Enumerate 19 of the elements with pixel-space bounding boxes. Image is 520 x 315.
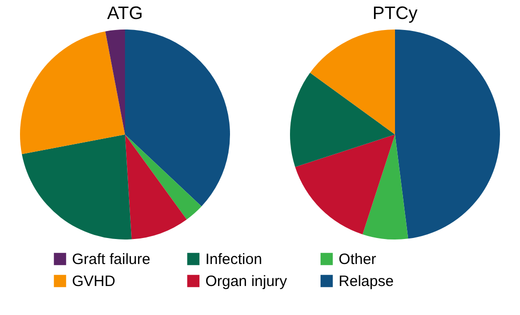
pie-slice [290, 72, 395, 167]
pie-slice [105, 30, 125, 134]
pie-slice [362, 134, 408, 240]
pie-slice [20, 31, 125, 154]
pie-slice [295, 134, 395, 234]
legend-label: Graft failure [72, 251, 150, 268]
legend-label: GVHD [72, 273, 116, 290]
pie-slice [395, 30, 500, 239]
chart-title: PTCy [372, 3, 418, 23]
legend-label: Other [338, 251, 376, 268]
pie-slice [125, 30, 230, 206]
legend-label: Relapse [338, 273, 394, 290]
legend-label: Organ injury [205, 273, 288, 290]
pie-slice [22, 134, 132, 240]
pie-slice [310, 30, 395, 134]
pie-slice [125, 134, 202, 220]
pie-slice [125, 134, 187, 240]
legend-label: Infection [205, 251, 262, 268]
chart-title: ATG [107, 3, 143, 23]
